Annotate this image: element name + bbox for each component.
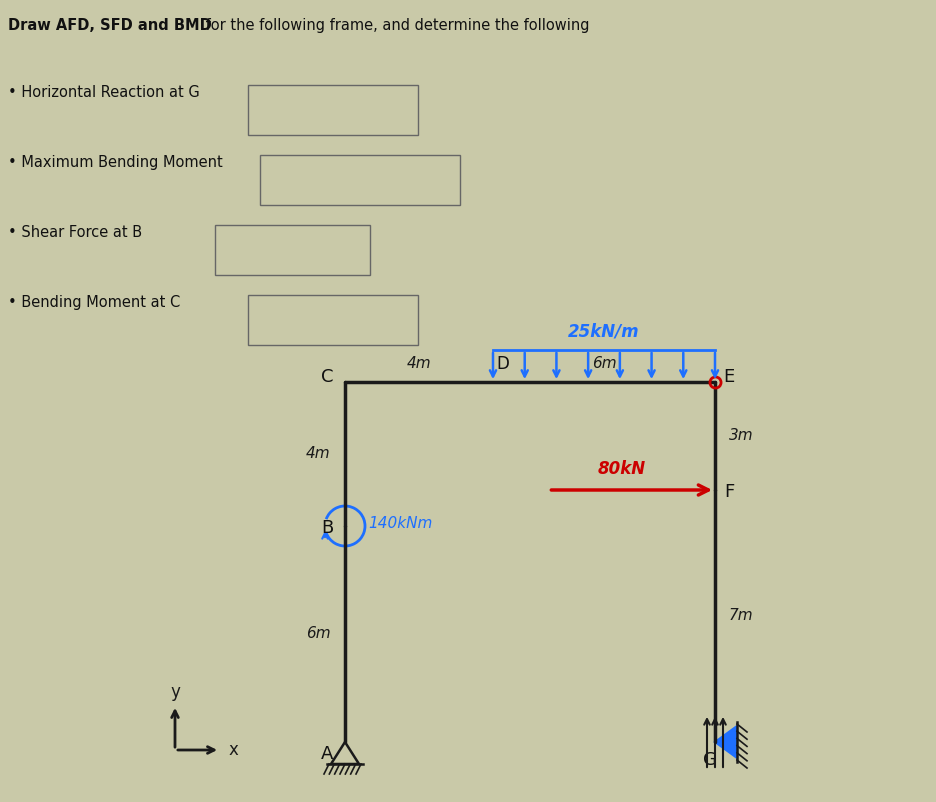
Text: A: A — [320, 745, 333, 763]
Bar — [248, 85, 417, 135]
Text: 6m: 6m — [305, 626, 329, 642]
Bar — [214, 225, 370, 275]
Bar — [248, 295, 417, 345]
Text: F: F — [724, 483, 733, 501]
Text: Draw AFD, SFD and BMD: Draw AFD, SFD and BMD — [8, 18, 212, 33]
Text: 4m: 4m — [406, 357, 431, 371]
Text: 6m: 6m — [591, 357, 616, 371]
Text: 140kNm: 140kNm — [368, 516, 431, 530]
Text: G: G — [702, 751, 716, 769]
Text: 25kN/m: 25kN/m — [567, 322, 639, 340]
Text: 3m: 3m — [728, 428, 753, 444]
Text: 7m: 7m — [728, 609, 753, 623]
Text: 4m: 4m — [305, 447, 329, 461]
Text: • Shear Force at B: • Shear Force at B — [8, 225, 142, 240]
Polygon shape — [714, 726, 737, 758]
Text: • Bending Moment at C: • Bending Moment at C — [8, 295, 180, 310]
Text: C: C — [320, 368, 333, 386]
Bar — [259, 155, 460, 205]
Text: for the following frame, and determine the following: for the following frame, and determine t… — [201, 18, 589, 33]
Text: y: y — [169, 683, 180, 701]
Text: • Horizontal Reaction at G: • Horizontal Reaction at G — [8, 85, 199, 100]
Text: B: B — [320, 519, 333, 537]
Text: x: x — [227, 741, 238, 759]
Text: • Maximum Bending Moment: • Maximum Bending Moment — [8, 155, 223, 170]
Text: E: E — [723, 368, 734, 386]
Text: D: D — [496, 355, 509, 373]
Text: 80kN: 80kN — [597, 460, 645, 478]
